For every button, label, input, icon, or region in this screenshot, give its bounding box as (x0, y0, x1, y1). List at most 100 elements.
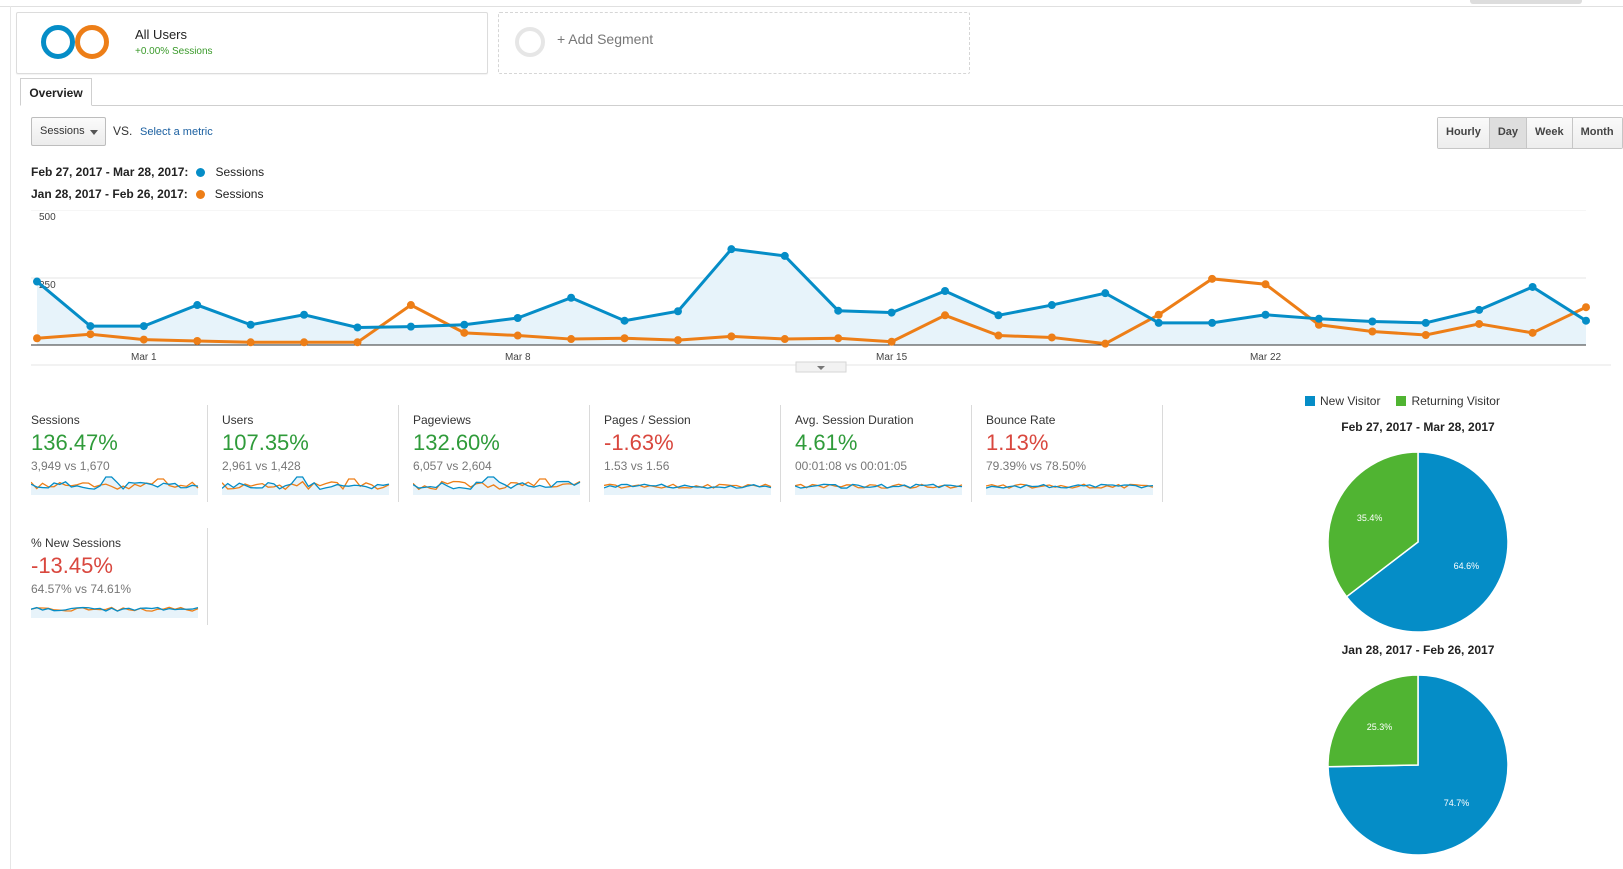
series-current-point[interactable] (994, 311, 1003, 320)
series-current-point[interactable] (1154, 318, 1163, 327)
series-current-point[interactable] (353, 323, 362, 332)
series-previous-point[interactable] (673, 336, 682, 345)
segment-ring-blue-icon (41, 25, 75, 59)
metric-card[interactable]: Users 107.35% 2,961 vs 1,428 (222, 405, 399, 502)
legend-current-dot-icon (196, 167, 206, 177)
add-segment-button[interactable]: + Add Segment (498, 12, 970, 74)
metric-comparison: 2,961 vs 1,428 (222, 459, 301, 473)
series-current-point[interactable] (300, 310, 309, 319)
series-previous-point[interactable] (1368, 327, 1377, 336)
series-current-point[interactable] (887, 308, 896, 317)
add-segment-ring-icon (515, 27, 545, 57)
series-current-point[interactable] (1047, 301, 1056, 310)
metric-card[interactable]: Pages / Session -1.63% 1.53 vs 1.56 (604, 405, 781, 502)
legend-previous-metric: Sessions (214, 187, 264, 201)
series-current-point[interactable] (780, 251, 789, 260)
pie-slice-returning-visitor[interactable] (1327, 674, 1419, 768)
series-current-point[interactable] (567, 293, 576, 302)
series-current-point[interactable] (941, 287, 950, 295)
series-current-point[interactable] (139, 322, 148, 331)
series-previous-point[interactable] (1101, 339, 1110, 348)
metric-select[interactable]: Sessions (31, 117, 106, 146)
granularity-month-button[interactable]: Month (1572, 118, 1622, 148)
series-previous-point[interactable] (941, 311, 950, 320)
series-current-point[interactable] (33, 277, 41, 286)
series-previous-point[interactable] (193, 336, 202, 345)
series-previous-point[interactable] (620, 334, 629, 343)
metric-card[interactable]: Bounce Rate 1.13% 79.39% vs 78.50% (986, 405, 1163, 502)
metric-card[interactable]: Sessions 136.47% 3,949 vs 1,670 (31, 405, 208, 502)
series-current-point[interactable] (727, 245, 736, 254)
series-current-point[interactable] (1368, 317, 1377, 326)
series-previous-point[interactable] (727, 332, 736, 341)
series-previous-point[interactable] (1314, 320, 1323, 329)
series-current-point[interactable] (1528, 282, 1537, 291)
granularity-week-button[interactable]: Week (1527, 118, 1573, 148)
series-current-point[interactable] (1101, 289, 1110, 298)
series-previous-point[interactable] (1582, 303, 1590, 312)
segment-ring-orange-icon (75, 25, 109, 59)
sparkline-previous (31, 478, 199, 490)
metric-card[interactable]: % New Sessions -13.45% 64.57% vs 74.61% (31, 528, 208, 625)
series-previous-point[interactable] (460, 328, 469, 337)
vs-label: VS. (113, 124, 133, 138)
series-current-point[interactable] (406, 322, 415, 331)
metric-name: Pageviews (413, 413, 472, 427)
series-previous-point[interactable] (513, 331, 522, 340)
series-current-point[interactable] (1314, 314, 1323, 323)
series-previous-point[interactable] (834, 334, 843, 343)
series-current-point[interactable] (1582, 316, 1590, 325)
series-previous-point[interactable] (1208, 274, 1217, 283)
sessions-line-chart: 500 250 Mar 1 Mar 8 Mar 15 Mar 22 (31, 210, 1611, 373)
add-segment-label: + Add Segment (557, 31, 654, 47)
series-current-point[interactable] (673, 307, 682, 316)
series-previous-point[interactable] (1421, 331, 1430, 340)
series-current-point[interactable] (193, 301, 202, 310)
series-current-point[interactable] (86, 322, 95, 331)
series-previous-point[interactable] (300, 338, 309, 347)
series-current-point[interactable] (1421, 318, 1430, 327)
series-previous-point[interactable] (353, 338, 362, 347)
series-current-point[interactable] (1475, 305, 1484, 314)
granularity-day-button[interactable]: Day (1489, 118, 1528, 148)
series-previous-point[interactable] (994, 331, 1003, 340)
series-previous-point[interactable] (887, 337, 896, 346)
top-toolbar-button[interactable] (1470, 0, 1582, 4)
metric-card[interactable]: Avg. Session Duration 4.61% 00:01:08 vs 00… (795, 405, 972, 502)
pie-slice-label: 35.4% (1357, 513, 1383, 523)
series-previous-point[interactable] (33, 334, 41, 343)
series-current-point[interactable] (620, 316, 629, 325)
pie-title-current: Feb 27, 2017 - Mar 28, 2017 (1341, 420, 1495, 434)
metric-change: 4.61% (795, 430, 858, 455)
series-previous-point[interactable] (1154, 310, 1163, 319)
sparkline-current (986, 483, 1154, 489)
series-previous-point[interactable] (1047, 333, 1056, 342)
select-metric-link[interactable]: Select a metric (140, 126, 213, 138)
metric-comparison: 1.53 vs 1.56 (604, 459, 670, 473)
series-current-point[interactable] (1208, 318, 1217, 327)
series-previous-point[interactable] (1528, 328, 1537, 337)
metric-change: 1.13% (986, 430, 1049, 455)
series-current-point[interactable] (834, 306, 843, 315)
series-current-point[interactable] (460, 320, 469, 329)
series-current-point[interactable] (1261, 310, 1270, 319)
series-previous-point[interactable] (567, 335, 576, 344)
series-previous-point[interactable] (780, 335, 789, 344)
series-current-point[interactable] (513, 314, 522, 322)
granularity-hourly-button[interactable]: Hourly (1438, 118, 1490, 148)
metric-comparison: 79.39% vs 78.50% (986, 459, 1087, 473)
pie-slice-new-visitor[interactable] (1345, 451, 1509, 633)
series-previous-point[interactable] (1261, 280, 1270, 289)
pie-slice-returning-visitor[interactable] (1327, 451, 1419, 598)
sparkline-current (222, 476, 390, 491)
segment-all-users[interactable]: All Users +0.00% Sessions (16, 12, 488, 74)
series-previous-point[interactable] (86, 330, 95, 339)
tab-overview[interactable]: Overview (20, 78, 92, 106)
series-previous-point[interactable] (1475, 319, 1484, 328)
metric-card[interactable]: Pageviews 132.60% 6,057 vs 2,604 (413, 405, 590, 502)
series-previous-point[interactable] (406, 301, 415, 310)
series-previous-point[interactable] (246, 338, 255, 347)
series-current-point[interactable] (246, 320, 255, 329)
series-previous-point[interactable] (139, 335, 148, 344)
pie-slice-label: 74.7% (1444, 798, 1470, 808)
